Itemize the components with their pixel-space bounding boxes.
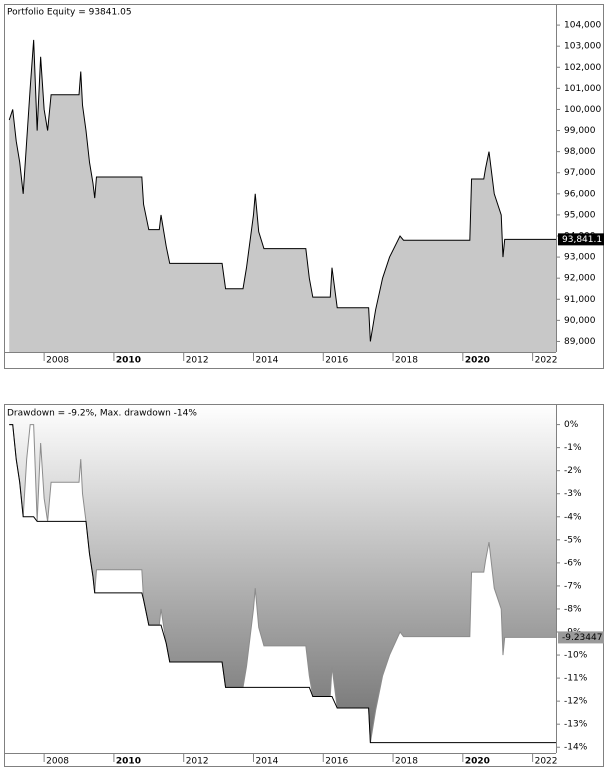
value-marker: [558, 631, 604, 644]
x-tick-label: 2010: [116, 356, 141, 366]
panel-frame: [4, 404, 604, 767]
x-tick-label: 2022: [535, 757, 558, 767]
chart-title: Portfolio Equity = 93841.05: [7, 8, 132, 18]
y-tick-label: -14%: [564, 743, 588, 753]
x-tick-label: 2016: [325, 356, 348, 366]
x-tick-label: 2008: [46, 757, 69, 767]
y-tick-label: 97,000: [564, 168, 596, 178]
y-tick-label: 95,000: [564, 210, 596, 220]
x-tick-label: 2008: [46, 356, 69, 366]
value-marker-label: 93,841.1: [562, 235, 602, 245]
y-tick-label: 101,000: [564, 84, 601, 94]
y-tick-label: -2%: [564, 466, 582, 476]
y-tick-label: 102,000: [564, 63, 601, 73]
value-marker: [558, 233, 604, 246]
series-line: [8, 39, 556, 342]
x-tick-label: 2018: [395, 356, 418, 366]
value-marker-label: -9.23447: [562, 633, 602, 643]
y-tick-label: 99,000: [564, 126, 596, 136]
y-tick-label: -3%: [564, 489, 582, 499]
y-tick-label: 0%: [564, 420, 579, 430]
panel-frame: [4, 4, 604, 369]
area-fill: [9, 39, 556, 352]
y-tick-label: -11%: [564, 674, 588, 684]
y-tick-label: -12%: [564, 697, 588, 707]
y-tick-label: 103,000: [564, 42, 601, 52]
y-tick-label: -13%: [564, 720, 588, 730]
y-tick-label: 89,000: [564, 337, 596, 347]
x-tick-label: 2018: [395, 757, 418, 767]
y-tick-label: 92,000: [564, 274, 596, 284]
series-line: [9, 424, 556, 744]
y-tick-label: -7%: [564, 581, 582, 591]
y-tick-label: -8%: [564, 604, 582, 614]
x-tick-label: 2020: [465, 757, 490, 767]
x-tick-label: 2016: [325, 757, 348, 767]
x-tick-label: 2010: [116, 757, 141, 767]
area-fill: [9, 405, 556, 743]
y-tick-label: 93,000: [564, 253, 596, 263]
x-tick-label: 2020: [465, 356, 490, 366]
x-tick-label: 2022: [535, 356, 558, 366]
y-tick-label: 90,000: [564, 316, 596, 326]
y-tick-label: 104,000: [564, 21, 601, 31]
x-tick-label: 2014: [255, 757, 278, 767]
x-tick-label: 2012: [186, 356, 209, 366]
y-tick-label: 100,000: [564, 105, 601, 115]
x-tick-label: 2014: [255, 356, 278, 366]
y-tick-label: -1%: [564, 443, 582, 453]
y-tick-label: -6%: [564, 558, 582, 568]
x-tick-label: 2012: [186, 757, 209, 767]
chart-title: Drawdown = -9.2%, Max. drawdown -14%: [7, 409, 197, 419]
y-tick-label: -4%: [564, 512, 582, 522]
y-tick-label: 98,000: [564, 147, 596, 157]
y-tick-label: -5%: [564, 535, 582, 545]
y-tick-label: -10%: [564, 651, 588, 661]
y-tick-label: 96,000: [564, 189, 596, 199]
y-tick-label: 91,000: [564, 295, 596, 305]
